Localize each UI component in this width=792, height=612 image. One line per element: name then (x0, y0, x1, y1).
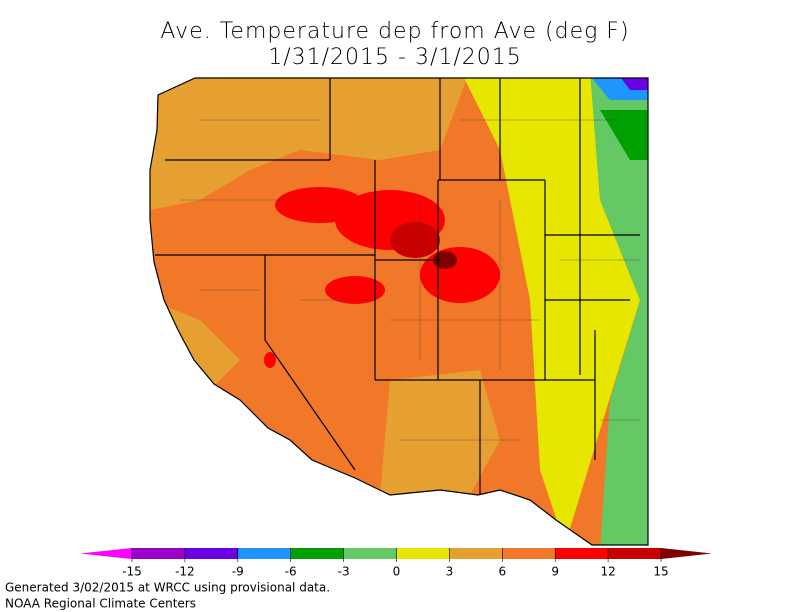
tick-label: -9 (232, 565, 244, 579)
tick-label: 0 (393, 565, 401, 579)
legend: -15 -12 -9 -6 -3 0 3 6 9 12 15 (80, 548, 712, 579)
legend-swatch (661, 548, 712, 559)
map (149, 77, 649, 546)
tick-label: 6 (498, 565, 506, 579)
legend-swatch (132, 548, 185, 559)
tick-label: 12 (600, 565, 615, 579)
legend-swatch (343, 548, 397, 559)
legend-swatch (184, 548, 238, 559)
legend-swatch (290, 548, 344, 559)
tick-label: 9 (551, 565, 559, 579)
tick-label: -3 (338, 565, 350, 579)
legend-swatch (608, 548, 661, 559)
title: Ave. Temperature dep from Ave (deg F) (160, 19, 629, 44)
tick-label: -15 (122, 565, 142, 579)
footer-note: Generated 3/02/2015 at WRCC using provis… (5, 581, 330, 595)
legend-swatch (396, 548, 450, 559)
tick-label: 3 (446, 565, 454, 579)
tick-label: -12 (175, 565, 195, 579)
tick-label: 15 (653, 565, 668, 579)
legend-swatch (555, 548, 609, 559)
legend-swatch (449, 548, 503, 559)
legend-swatch (237, 548, 291, 559)
footer-note: NOAA Regional Climate Centers (5, 597, 196, 611)
legend-swatch (80, 548, 132, 559)
subtitle: 1/31/2015 - 3/1/2015 (268, 45, 522, 70)
legend-swatch (502, 548, 556, 559)
tick-label: -6 (285, 565, 297, 579)
